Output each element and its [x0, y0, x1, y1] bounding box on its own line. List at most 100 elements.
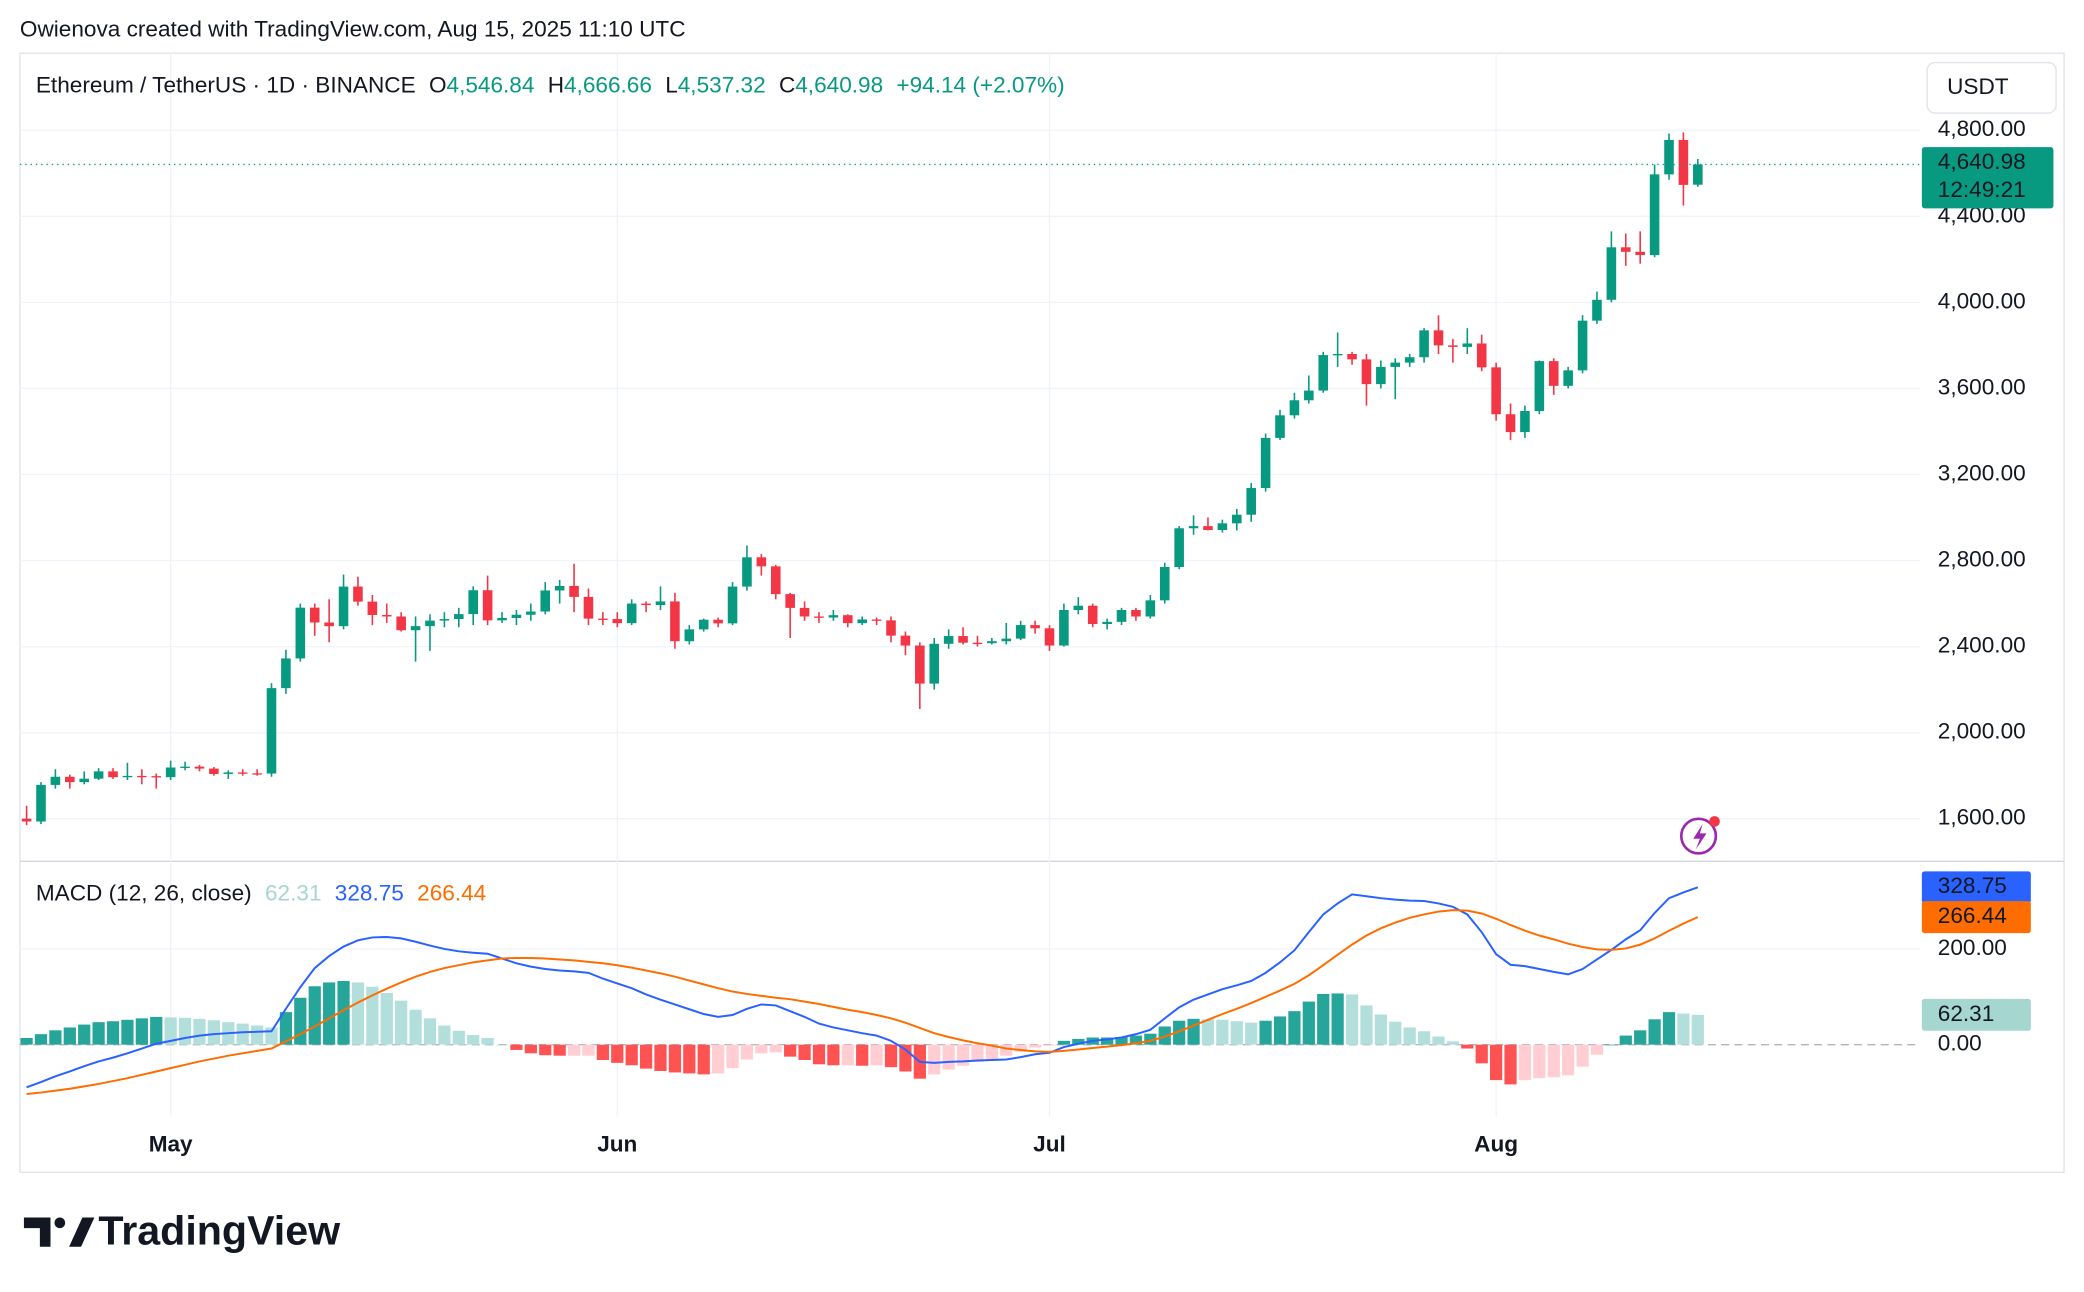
histogram-bar: [1533, 1044, 1546, 1079]
candle-body: [1476, 343, 1487, 368]
value-box: [1921, 901, 2031, 934]
candle-body: [1563, 370, 1573, 386]
candle-body: [583, 596, 594, 619]
candle-body: [1491, 367, 1501, 415]
histogram-bar: [1288, 1011, 1301, 1045]
histogram-bar: [712, 1044, 725, 1074]
histogram-bar: [539, 1044, 552, 1056]
candle-body: [1390, 362, 1401, 367]
candle-body: [1304, 390, 1314, 401]
last-price-box: [1921, 147, 2054, 209]
last-price-label: 4,640.98: [1938, 149, 2026, 174]
candle-body: [454, 614, 464, 620]
histogram-bar: [697, 1044, 710, 1075]
currency-box[interactable]: [1926, 61, 2057, 114]
candle-body: [684, 629, 695, 642]
value-box-label: 328.75: [1938, 873, 2007, 898]
histogram-bar: [1547, 1044, 1560, 1078]
histogram-bar: [1475, 1044, 1488, 1064]
candle-body: [1015, 625, 1026, 639]
histogram-bar: [1461, 1044, 1474, 1049]
candle-body: [1044, 628, 1055, 646]
candle-body: [713, 619, 723, 624]
candle-body: [439, 619, 450, 621]
histogram-bar: [1230, 1021, 1243, 1045]
candle-body: [122, 775, 133, 778]
macd-title: MACD (12, 26, close): [36, 881, 252, 906]
histogram-bar: [971, 1044, 984, 1062]
x-tick-label: May: [149, 1132, 193, 1157]
histogram-bar: [1129, 1035, 1143, 1045]
histogram-bar: [1173, 1020, 1186, 1045]
caption: Owienova created with TradingView.com, A…: [20, 17, 686, 42]
histogram-bar: [308, 986, 321, 1045]
histogram-bar: [92, 1022, 105, 1045]
histogram-bar: [755, 1044, 768, 1054]
o-value: 4,546.84: [447, 72, 535, 97]
histogram-bar: [1490, 1044, 1503, 1081]
histogram-bar: [798, 1044, 811, 1061]
histogram-bar: [1028, 1044, 1042, 1048]
macd-legend: MACD (12, 26, close) 62.31 328.75 266.44: [36, 881, 486, 906]
histogram-bar: [1302, 1001, 1315, 1045]
candle-body: [1275, 415, 1285, 438]
histogram-bar: [827, 1044, 840, 1066]
candle-body: [828, 615, 839, 618]
histogram-bar: [452, 1030, 465, 1045]
candle-body: [554, 585, 565, 591]
candle-body: [511, 614, 522, 618]
change: +94.14 (+2.07%): [896, 72, 1064, 97]
candle-body: [1635, 251, 1645, 256]
hist-value: 62.31: [265, 881, 322, 906]
lightning-icon[interactable]: [1679, 816, 1720, 855]
candle-body: [367, 601, 378, 615]
histogram-bar: [236, 1023, 249, 1045]
candle-body: [65, 776, 75, 783]
candle-body: [1433, 330, 1444, 346]
candle-body: [1577, 320, 1588, 371]
histogram-bar: [34, 1034, 48, 1045]
histogram-bar: [409, 1009, 422, 1045]
l-value: 4,537.32: [678, 72, 766, 97]
histogram-bar: [596, 1044, 609, 1061]
histogram-bar: [928, 1044, 941, 1075]
histogram-bar: [1662, 1012, 1676, 1045]
histogram-bar: [1144, 1033, 1157, 1045]
candle-body: [1073, 605, 1084, 611]
histogram-bar: [351, 982, 365, 1045]
histogram-bar: [956, 1044, 970, 1066]
candle-body: [857, 619, 867, 624]
candle-body: [482, 590, 493, 621]
candle-body: [1260, 437, 1271, 489]
candle-body: [929, 643, 940, 684]
value-box: [1921, 998, 2031, 1031]
candle-body: [381, 614, 392, 617]
histogram-bar: [1576, 1044, 1589, 1067]
histogram-bar: [841, 1044, 854, 1066]
histogram-bar: [726, 1044, 739, 1069]
candle-body: [626, 603, 637, 624]
x-tick-label: Jul: [1033, 1132, 1066, 1157]
candle-body: [194, 766, 205, 769]
histogram-bar: [582, 1044, 595, 1056]
histogram-bar: [942, 1044, 955, 1070]
currency[interactable]: USDT: [1947, 74, 2009, 99]
candle-body: [814, 616, 824, 618]
candle-body: [727, 586, 738, 624]
histogram-bar: [423, 1018, 437, 1045]
histogram-bar: [1518, 1044, 1532, 1081]
candle-body: [93, 771, 104, 779]
y-tick-label: 2,000.00: [1938, 719, 2026, 744]
histogram-bar: [1360, 1005, 1373, 1045]
candle-body: [237, 772, 248, 774]
histogram-bar: [1504, 1044, 1517, 1085]
histogram-bar: [654, 1044, 667, 1072]
candle-body: [1059, 610, 1069, 646]
y-tick-label: 2,800.00: [1938, 547, 2026, 572]
logo-mark: [23, 1217, 95, 1247]
candle-body: [36, 784, 46, 822]
candle-body: [1534, 361, 1545, 412]
candle-body: [1462, 343, 1473, 347]
